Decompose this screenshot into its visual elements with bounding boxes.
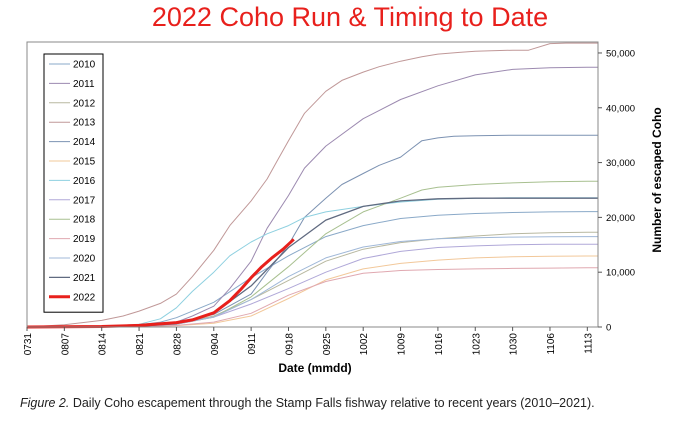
legend-label-2016: 2016	[73, 176, 96, 187]
legend-label-2013: 2013	[73, 118, 96, 129]
x-tick-label: 1002	[359, 333, 370, 356]
y-axis-label: Number of escaped Coho	[650, 107, 664, 252]
x-tick-label: 0731	[23, 333, 34, 356]
legend-box	[43, 53, 104, 313]
y-tick-label: 40,000	[606, 103, 635, 114]
x-tick-label: 0904	[210, 333, 221, 356]
series-line-2018	[26, 180, 598, 328]
legend-label-2014: 2014	[73, 137, 96, 148]
plot-area	[26, 42, 598, 329]
series-line-2013	[26, 42, 598, 328]
plot-frame	[26, 41, 599, 328]
chart-svg: 0731 0807 0814 0821 0828 0904 0911 0918 0925 1002…	[23, 41, 664, 375]
chart-title: 2022 Coho Run & Timing to Date	[151, 2, 549, 32]
series-line-2022	[26, 238, 295, 329]
x-tick-label: 0925	[322, 333, 333, 356]
series-line-2019	[26, 267, 598, 328]
y-tick-label: 30,000	[606, 158, 635, 169]
legend-label-2021: 2021	[73, 273, 96, 284]
x-tick-label: 1009	[397, 333, 408, 356]
figure-caption: Figure 2. Daily Coho escapement through …	[20, 396, 690, 410]
x-tick-label: 1030	[509, 333, 520, 356]
series-line-2011	[26, 66, 598, 328]
legend-label-2010: 2010	[73, 60, 96, 71]
legend-label-2015: 2015	[73, 157, 96, 168]
y-tick-label: 10,000	[606, 268, 635, 279]
x-tick-label: 0814	[98, 333, 109, 356]
y-tick-label: 0	[606, 323, 611, 334]
x-tick-label: 0807	[60, 333, 71, 356]
series-line-2012	[26, 231, 598, 328]
series-line-2021	[26, 197, 598, 328]
legend-label-2011: 2011	[73, 79, 95, 90]
x-tick-label: 1106	[546, 333, 557, 355]
legend-label-2020: 2020	[73, 254, 96, 265]
caption-label: Figure 2.	[20, 396, 70, 410]
axes: 0731 0807 0814 0821 0828 0904 0911 0918 0925 1002…	[23, 41, 635, 356]
x-tick-label: 1113	[583, 333, 594, 354]
x-tick-label: 0828	[172, 333, 183, 356]
x-tick-label: 0911	[247, 333, 258, 355]
y-tick-label: 20,000	[606, 213, 635, 224]
series-line-2010	[26, 211, 598, 328]
legend-label-2022: 2022	[73, 292, 96, 303]
legend-label-2012: 2012	[73, 98, 96, 109]
series-line-2020	[26, 236, 598, 328]
x-tick-label: 1016	[434, 333, 445, 356]
y-tick-label: 50,000	[606, 48, 635, 59]
series-line-2014	[26, 134, 598, 328]
legend: 2010 2011 2012 2013 2014 2015 2016 2017 2018 2019…	[43, 53, 104, 313]
legend-label-2017: 2017	[73, 195, 96, 206]
series-line-2016	[26, 197, 598, 328]
caption-text: Daily Coho escapement through the Stamp …	[69, 396, 595, 410]
legend-label-2019: 2019	[73, 234, 96, 245]
x-tick-label: 1023	[471, 333, 482, 356]
x-tick-label: 0918	[285, 333, 296, 356]
series-line-2015	[26, 255, 598, 328]
x-axis-label: Date (mmdd)	[278, 361, 351, 375]
x-tick-label: 0821	[135, 333, 146, 356]
legend-label-2018: 2018	[73, 215, 96, 226]
